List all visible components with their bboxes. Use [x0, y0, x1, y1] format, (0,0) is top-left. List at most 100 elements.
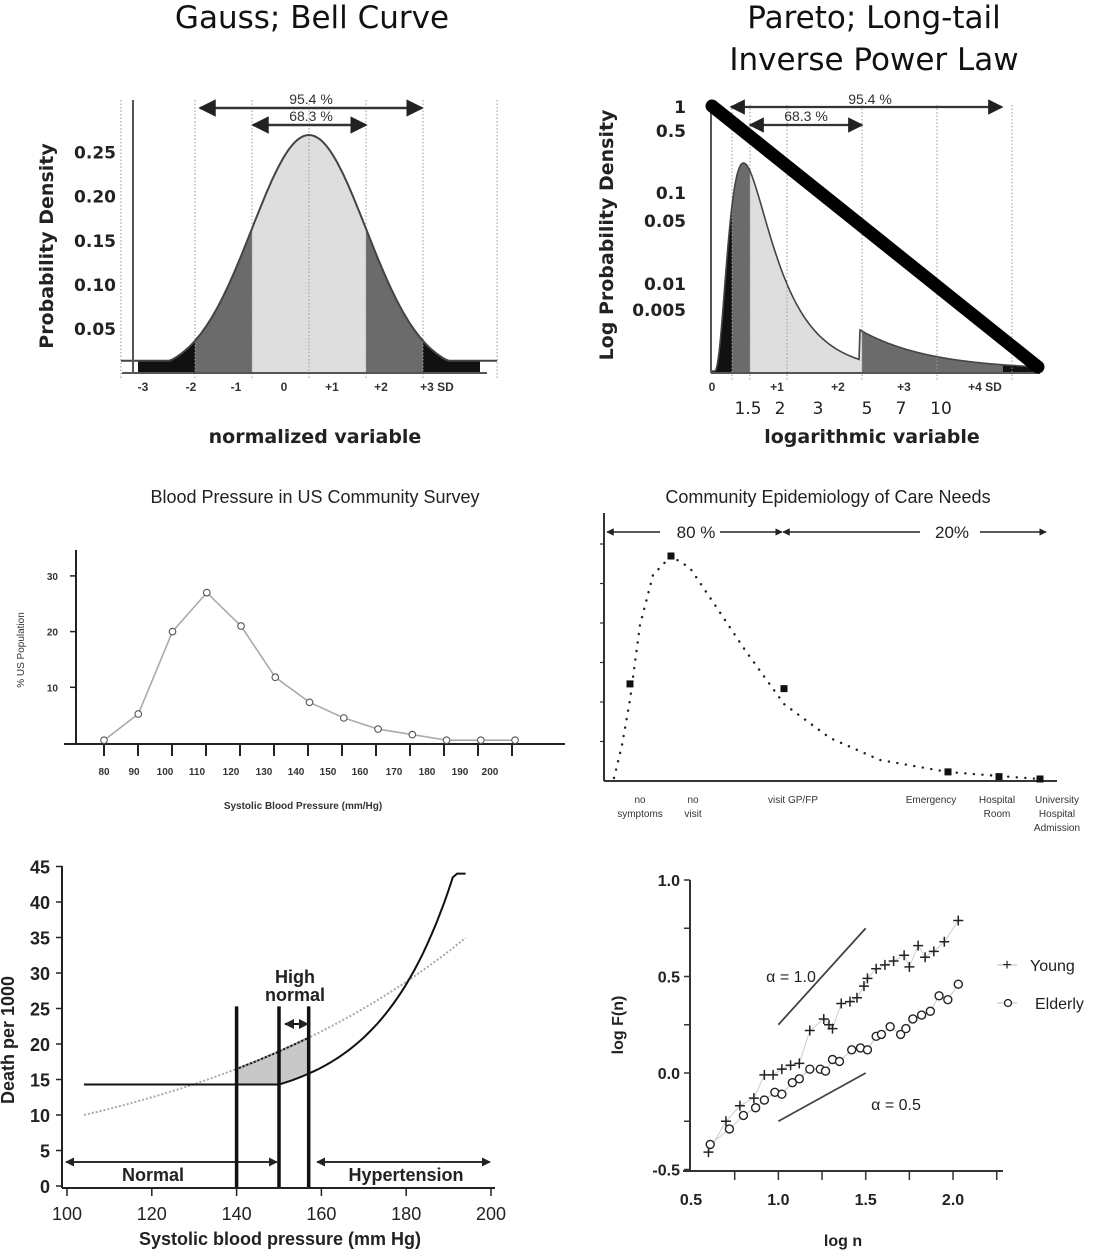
- dfa-x-label: log n: [824, 1233, 862, 1250]
- bp-survey-line: [103, 591, 516, 742]
- dfa-point-elderly: [862, 1045, 873, 1055]
- care-needs-category-label: Emergency: [906, 795, 957, 806]
- bp-survey-point: [305, 698, 314, 707]
- bp-survey-y-tick-label: 20: [47, 628, 59, 639]
- dfa-y-tick-label: 0.0: [658, 1066, 680, 1083]
- dfa-point-young: [703, 1147, 714, 1158]
- dfa-point-young: [851, 992, 862, 1003]
- bp-survey-x-tick-label: 140: [288, 767, 305, 778]
- legend: + Young Elderly: [997, 957, 1084, 1013]
- gauss-y-tick-label: 0.25: [74, 144, 116, 164]
- care-needs-category-label: Admission: [1034, 823, 1080, 834]
- bp-survey-point: [511, 736, 519, 745]
- gauss-x-tick-label: +3 SD: [420, 380, 454, 394]
- bp-survey-x-tick-label: 80: [98, 767, 110, 778]
- pareto-sd-tick-label: +2: [831, 380, 845, 394]
- dfa-point-elderly: [895, 1029, 906, 1040]
- bp-mortality-x-tick-label: 100: [52, 1204, 82, 1224]
- pareto-y-tick-label: 0.1: [656, 184, 686, 204]
- gauss-x-tick-label: -1: [231, 380, 242, 394]
- dfa-y-ticks: -0.5 0.0 0.5 1.0: [652, 873, 690, 1180]
- gauss-x-tick-label: -3: [138, 380, 149, 394]
- dfa-point-young: [871, 963, 882, 974]
- bp-mortality-y-tick-label: 40: [30, 893, 50, 913]
- bp-mortality-x-tick-label: 140: [222, 1204, 252, 1224]
- pareto-value-tick-label: 7: [896, 399, 907, 419]
- bp-survey-x-tick-label: 180: [419, 767, 436, 778]
- gauss-band-black: [138, 340, 195, 373]
- care-needs-category-label: no: [687, 795, 699, 806]
- dfa-point-young: [913, 940, 924, 951]
- bp-mortality-y-label: Death per 1000: [0, 976, 18, 1104]
- care-needs-category-label: visit GP/FP: [768, 795, 818, 806]
- care-needs-panel: Community Epidemiology of Care Needs 80 …: [600, 487, 1080, 834]
- bp-survey-x-tick-label: 90: [128, 767, 140, 778]
- dfa-reference-lines: [777, 927, 867, 1123]
- bp-survey-point: [408, 730, 417, 739]
- dfa-point-elderly: [787, 1077, 798, 1088]
- dfa-point-young: [862, 973, 873, 984]
- dfa-x-tick-label: 0.5: [680, 1192, 702, 1209]
- dfa-point-elderly: [876, 1029, 887, 1040]
- bp-survey-x-label: Systolic Blood Pressure (mm/Hg): [224, 801, 382, 812]
- bp-mortality-y-tick-label: 15: [30, 1071, 50, 1091]
- pareto-value-tick-label: 1.5: [734, 399, 761, 419]
- pareto-band: [732, 163, 750, 373]
- bp-mortality-x-label: Systolic blood pressure (mm Hg): [139, 1229, 421, 1249]
- bp-mortality-y-tick-label: 5: [40, 1142, 50, 1162]
- pareto-title-line-1: Pareto; Long-tail: [747, 0, 1000, 36]
- dfa-x-tick-label: 1.5: [855, 1192, 877, 1209]
- pareto-sd-tick-label: 0: [709, 380, 716, 394]
- pareto-y-tick-label: 0.05: [644, 212, 686, 232]
- dfa-point-elderly: [820, 1066, 831, 1076]
- dfa-point-elderly: [738, 1110, 749, 1121]
- bp-mortality-y-tick-label: 20: [30, 1035, 50, 1055]
- normal-range-label: Normal: [122, 1165, 184, 1185]
- care-needs-20-label: 20%: [935, 523, 969, 542]
- pareto-bands: [712, 163, 1036, 373]
- pareto-y-tick-label: 0.5: [656, 122, 686, 142]
- pareto-y-label: Log Probability Density: [596, 109, 618, 360]
- bp-mortality-y-tick-label: 25: [30, 1000, 50, 1020]
- gauss-x-tick-label: -2: [186, 380, 197, 394]
- bp-survey-point: [476, 736, 485, 745]
- dfa-point-young: [899, 950, 910, 961]
- dfa-point-elderly: [724, 1124, 735, 1134]
- dfa-point-elderly: [777, 1089, 787, 1099]
- bp-survey-x-tick-label: 160: [352, 767, 369, 778]
- bp-survey-x-tick-label: 100: [157, 767, 174, 778]
- pareto-band: [750, 171, 862, 373]
- bp-survey-y-label: % US Population: [16, 612, 27, 688]
- care-needs-markers: [626, 552, 1044, 783]
- dfa-point-elderly: [794, 1074, 805, 1084]
- gauss-curve: [120, 133, 498, 362]
- dfa-point-elderly: [943, 994, 953, 1005]
- category-boundaries: [234, 1006, 311, 1187]
- pareto-band: [712, 205, 732, 373]
- dfa-point-young: [818, 1013, 829, 1024]
- dfa-series: [703, 915, 964, 1158]
- gauss-panel: Gauss; Bell Curve 0.05 0.10 0.15 0.20 0.25 -…: [36, 0, 498, 448]
- gauss-y-tick-label: 0.20: [74, 188, 116, 208]
- care-needs-category-label: Hospital: [1039, 809, 1075, 820]
- bp-mortality-panel: 0 5 10 15 20 25 30 35 40 45 100 120 140 160 180 200 Hi…: [0, 858, 506, 1250]
- dfa-point-young: [953, 915, 964, 926]
- pareto-sd-tick-label: +4 SD: [968, 380, 1002, 394]
- gauss-y-tick-label: 0.10: [74, 276, 116, 296]
- dfa-point-elderly: [925, 1006, 936, 1016]
- high-normal-shade: [236, 1037, 309, 1085]
- dfa-point-young: [928, 946, 939, 957]
- pareto-gridlines: [731, 105, 1013, 380]
- bp-mortality-y-tick-label: 10: [30, 1106, 50, 1126]
- dfa-point-young: [768, 1069, 779, 1080]
- care-needs-marker: [780, 685, 788, 693]
- bp-survey-y-tick-label: 10: [47, 683, 59, 694]
- bp-mortality-x-tick-label: 200: [476, 1204, 506, 1224]
- bp-survey-point: [271, 673, 280, 682]
- care-needs-category-label: no: [634, 795, 646, 806]
- pareto-y-tick-label: 1: [674, 98, 686, 118]
- gauss-95-label: 95.4 %: [289, 91, 333, 107]
- dfa-point-young: [748, 1093, 759, 1104]
- bp-survey-x-tick-label: 120: [223, 767, 240, 778]
- dfa-point-young: [879, 959, 890, 970]
